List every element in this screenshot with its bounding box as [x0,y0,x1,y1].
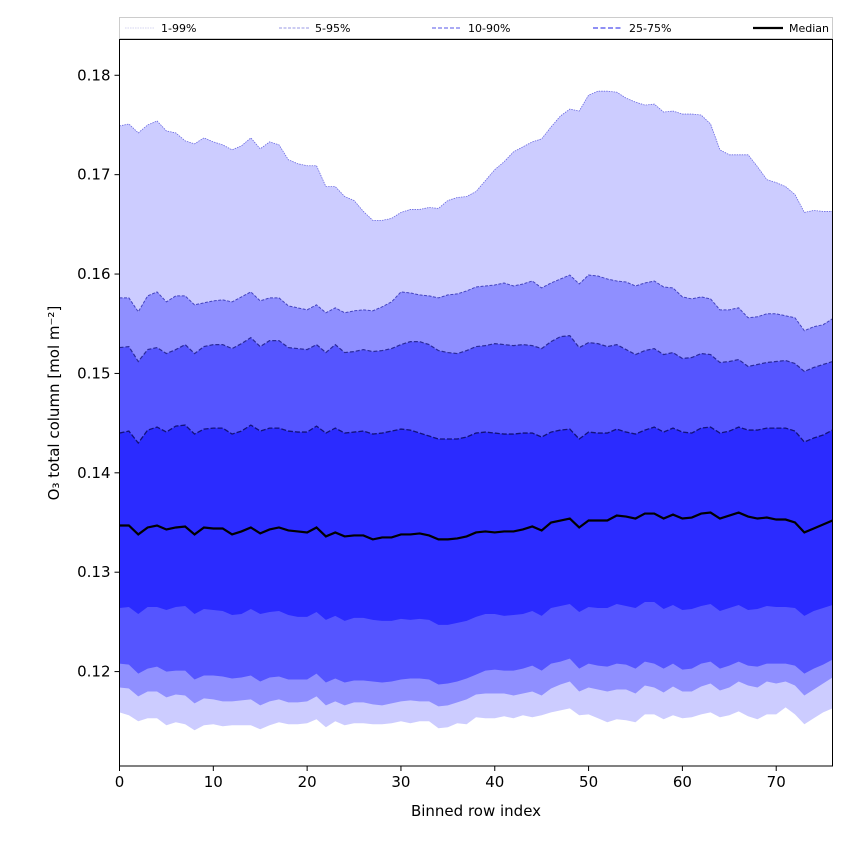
legend-label: 5-95% [315,22,350,35]
x-tick-label: 60 [673,773,692,791]
x-axis-ticks: 0 10 20 30 40 50 60 70 [115,766,786,791]
x-tick-label: 40 [485,773,504,791]
median-line [119,511,833,541]
legend-entry: 10-90% [432,22,510,35]
legend-entry: 1-99% [125,22,196,35]
legend-entry: 25-75% [593,22,671,35]
x-tick-label: 70 [767,773,786,791]
y-tick-label: 0.13 [77,563,110,581]
legend-items: 1-99% 5-95% 10-90% 25-75% Median [125,22,829,35]
median-layer [119,511,833,541]
y-tick-label: 0.17 [77,166,110,184]
legend-label: Median [789,22,829,35]
legend-box [119,17,833,39]
x-tick-label: 10 [204,773,223,791]
edge-p95 [119,274,833,332]
y-tick-label: 0.12 [77,663,110,681]
y-tick-label: 0.15 [77,364,110,382]
y-tick-label: 0.16 [77,265,110,283]
y-axis-label: O₃ total column [mol m⁻²] [45,306,63,501]
y-tick-label: 0.14 [77,464,110,482]
legend-label: 1-99% [161,22,196,35]
x-tick-label: 30 [391,773,410,791]
x-tick-label: 0 [115,773,125,791]
edge-p75 [119,424,833,445]
legend-label: 10-90% [468,22,510,35]
legend-label: 25-75% [629,22,671,35]
y-axis-ticks: 0.12 0.13 0.14 0.15 0.16 0.17 0.18 [77,66,120,681]
legend-entry: Median [753,22,829,35]
x-axis-label: Binned row index [411,802,541,820]
edge-p90 [119,335,833,373]
axes-frame [119,39,833,767]
band-25-75 [119,425,833,625]
x-tick-label: 20 [298,773,317,791]
percentile-edges [119,90,833,445]
legend: 1-99% 5-95% 10-90% 25-75% Median [119,17,833,39]
percentile-bands [119,91,833,731]
x-tick-label: 50 [579,773,598,791]
legend-entry: 5-95% [279,22,350,35]
edge-p99 [119,90,833,221]
y-tick-label: 0.18 [77,66,110,84]
